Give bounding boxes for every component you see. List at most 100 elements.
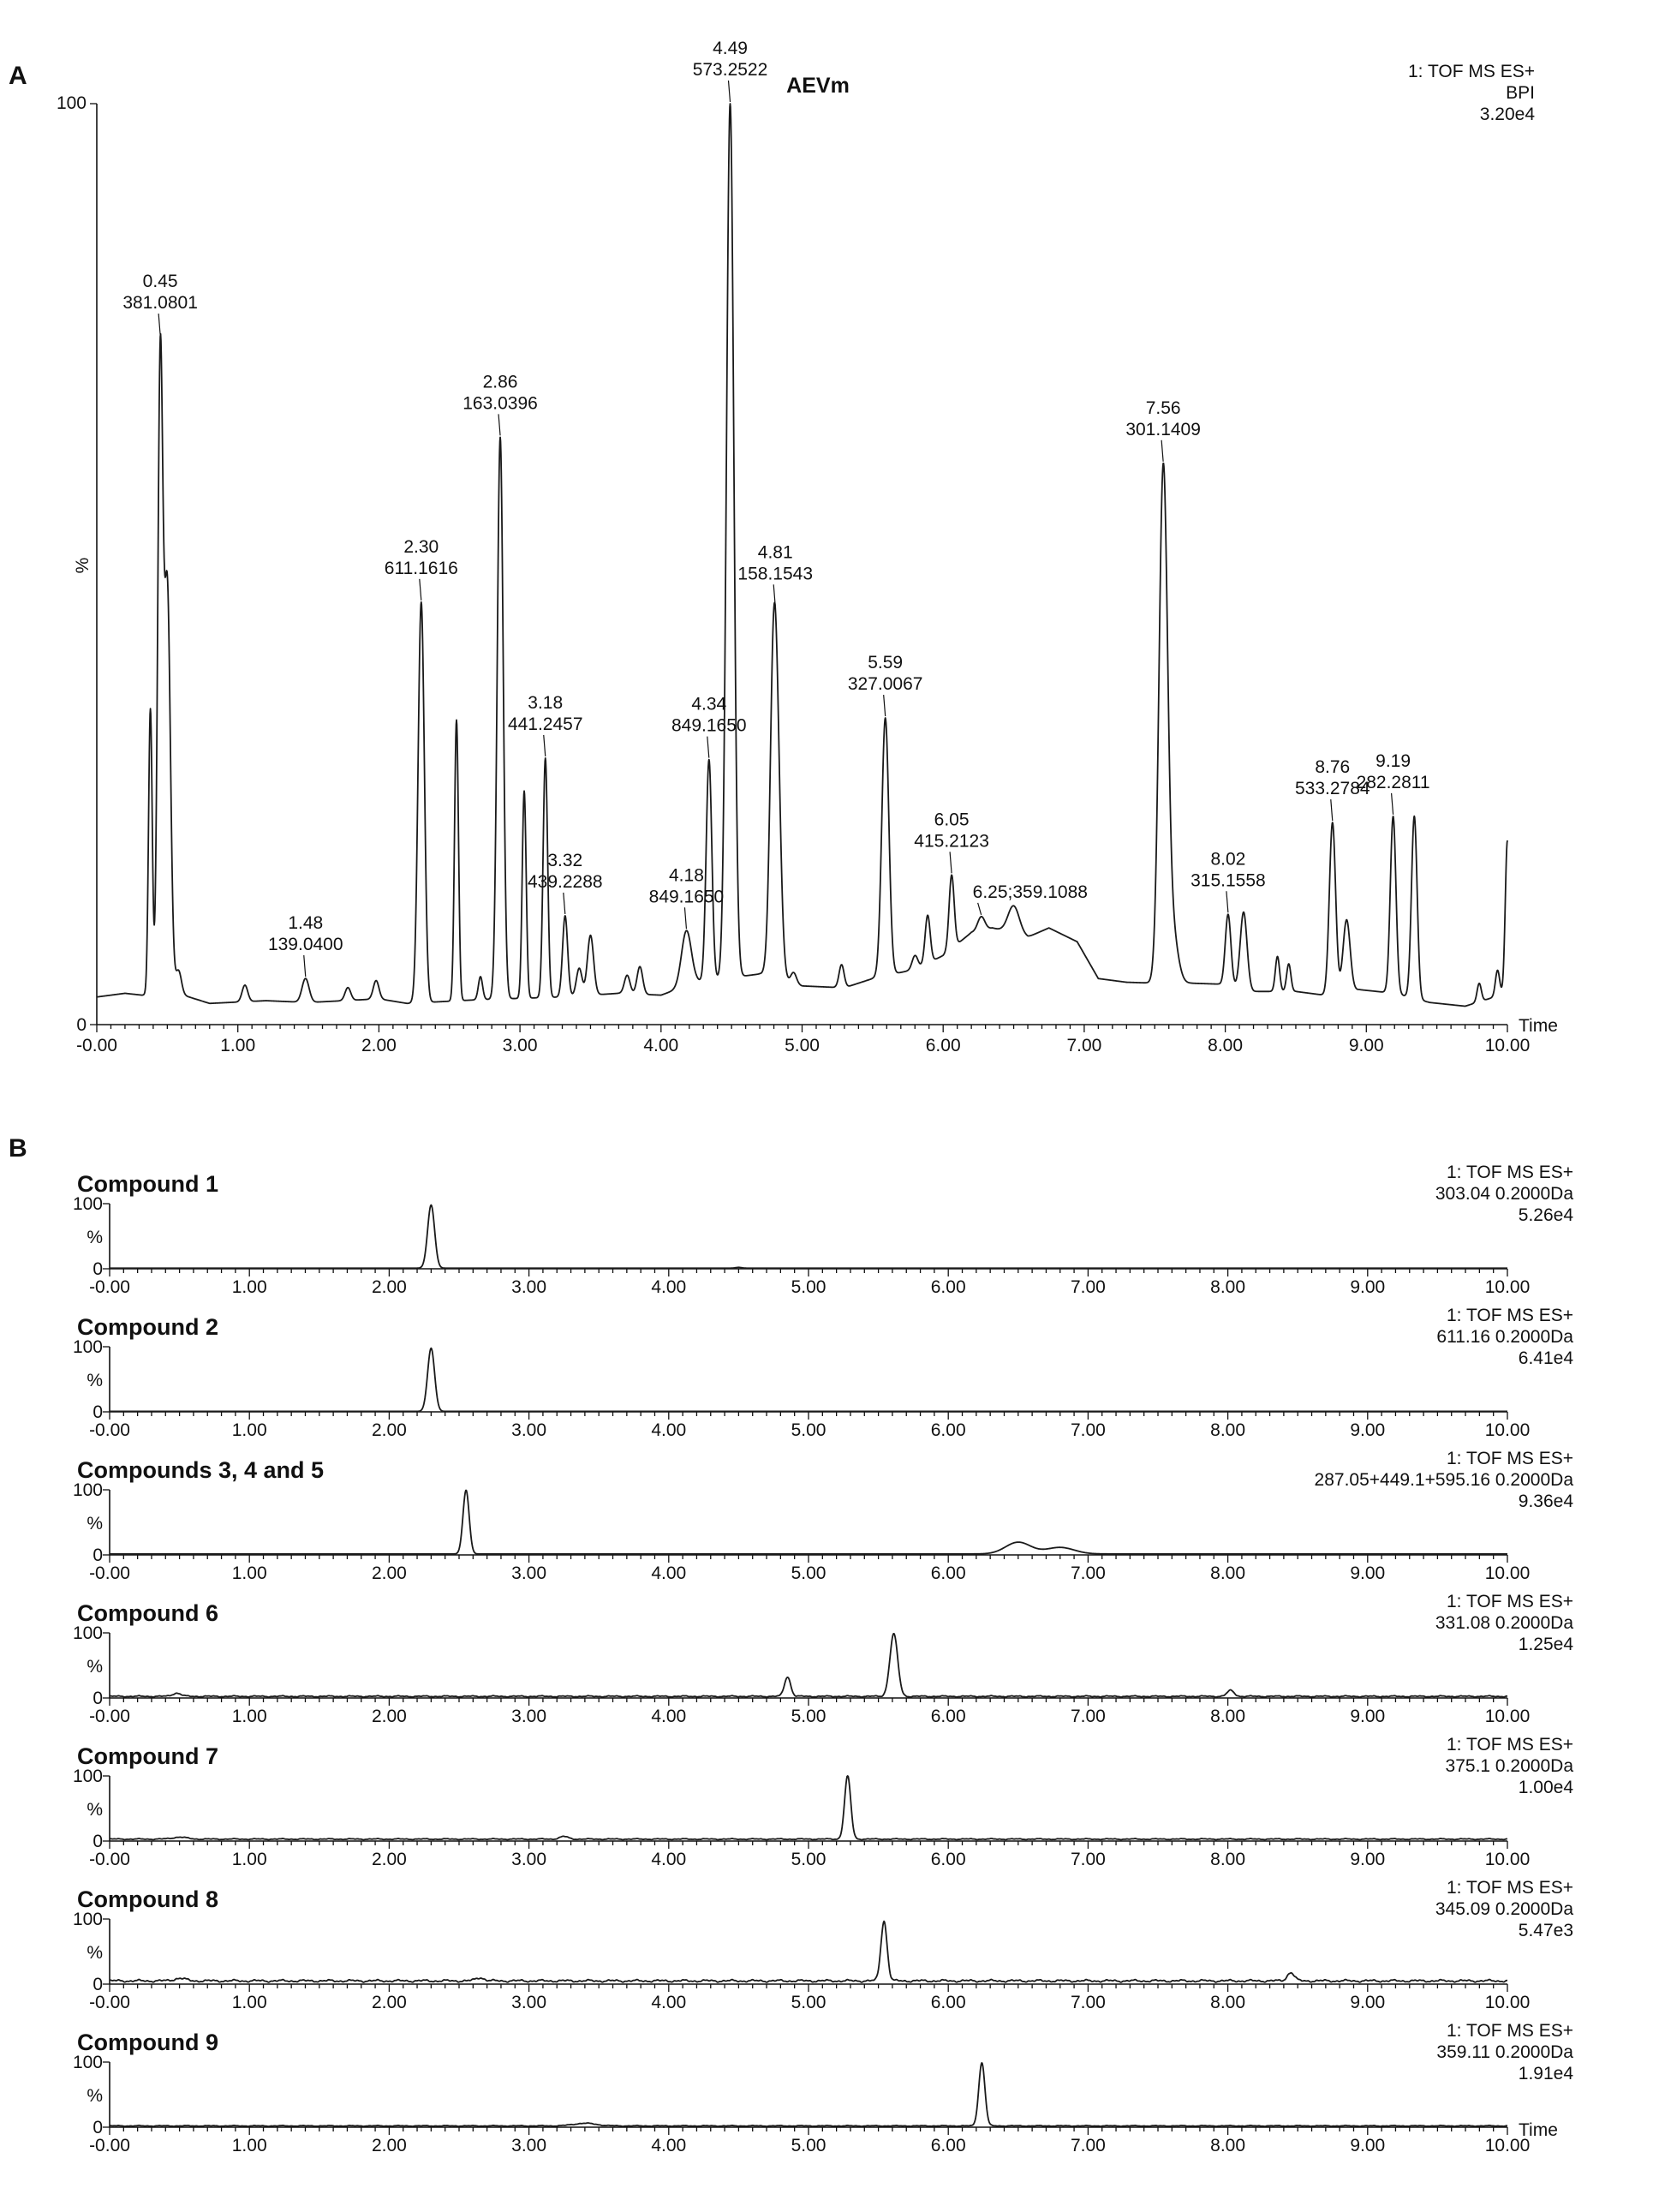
x-tick-label: 9.00 (1350, 1707, 1385, 1726)
peak-rt: 6.25 (973, 882, 1008, 902)
x-tick-label: 1.00 (220, 1036, 255, 1055)
x-tick-label: 7.00 (1071, 1707, 1106, 1726)
y-tick-label: 100 (57, 93, 87, 113)
peak-leader (498, 414, 501, 436)
x-tick-label: 5.00 (791, 1993, 826, 2012)
header-line: 1: TOF MS ES+ (1408, 62, 1535, 81)
peak-leader (727, 80, 731, 103)
peak-rt: 4.81 (758, 542, 793, 562)
peak-mz: 315.1558 (1191, 870, 1266, 890)
eic-trace (109, 1489, 1508, 1555)
x-tick-label: 3.00 (511, 1277, 546, 1297)
x-tick-label: 5.00 (791, 1707, 826, 1726)
x-tick-label: 3.00 (511, 1563, 546, 1583)
x-tick-label: 5.00 (791, 1420, 826, 1440)
header-line: 1.00e4 (1519, 1778, 1574, 1797)
x-tick-label: -0.00 (89, 1707, 130, 1726)
x-tick-label: 8.00 (1210, 1707, 1245, 1726)
x-tick-label: 8.00 (1210, 1850, 1245, 1869)
x-tick-label: 2.00 (372, 1707, 407, 1726)
header-line: 611.16 0.2000Da (1436, 1327, 1573, 1347)
peak-leader (1330, 799, 1334, 822)
y-tick-label: 100 (73, 1910, 103, 1929)
peak-annotation: 1.48 139.0400 (268, 913, 343, 977)
x-tick-label: 5.00 (785, 1036, 820, 1055)
x-tick-label: -0.00 (89, 1277, 130, 1297)
x-axis-label: Time (1519, 1016, 1558, 1036)
x-tick-label: 7.00 (1071, 1420, 1106, 1440)
peak-rt: 4.18 (669, 865, 704, 885)
header-line: 1: TOF MS ES+ (1447, 1735, 1573, 1755)
header-line: 345.09 0.2000Da (1435, 1899, 1573, 1919)
x-tick-label: 1.00 (232, 1563, 267, 1583)
y-tick-label: 0 (92, 1545, 103, 1565)
x-tick-label: 5.00 (791, 1277, 826, 1297)
header-line: 375.1 0.2000Da (1446, 1756, 1574, 1776)
x-tick-label: 6.00 (931, 1563, 966, 1583)
eic-trace (109, 1204, 1508, 1270)
y-axis-label: % (73, 558, 92, 574)
x-tick-label: 2.00 (372, 1420, 407, 1440)
y-tick-label: 100 (73, 2053, 103, 2072)
x-tick-label: 4.00 (651, 1707, 686, 1726)
peak-leader (419, 578, 422, 601)
peak-rt: 3.18 (528, 693, 563, 713)
y-axis-label: % (87, 1657, 103, 1677)
peak-mz: 533.2784 (1295, 779, 1370, 798)
x-tick-label: 4.00 (651, 2136, 686, 2155)
x-tick-label: 7.00 (1066, 1036, 1101, 1055)
header-line: 5.26e4 (1519, 1205, 1574, 1225)
panel-label: A (9, 62, 27, 90)
peak-annotation: 8.76 533.2784 (1295, 757, 1370, 822)
eic-subplot: Compound 7 1: TOF MS ES+375.1 0.2000Da 1.0… (73, 1735, 1573, 1869)
peak-rt: 5.59 (868, 653, 903, 673)
x-tick-label: 8.00 (1210, 1993, 1245, 2012)
x-tick-label: 2.00 (361, 1036, 397, 1055)
peak-mz: 301.1409 (1125, 420, 1201, 439)
header-line: 1.91e4 (1519, 2064, 1574, 2083)
x-tick-label: 3.00 (511, 1707, 546, 1726)
compound-title: Compound 9 (77, 2030, 218, 2055)
peak-mz: 359.1088 (1012, 882, 1088, 902)
x-tick-label: 8.00 (1210, 1563, 1245, 1583)
x-tick-label: 10.00 (1485, 1036, 1531, 1055)
x-tick-label: 4.00 (651, 1993, 686, 2012)
x-tick-label: -0.00 (89, 2136, 130, 2155)
header-line: 3.20e4 (1480, 105, 1536, 124)
x-tick-label: 2.00 (372, 1563, 407, 1583)
x-tick-label: 9.00 (1350, 1420, 1385, 1440)
eic-subplot: Compounds 3, 4 and 5 1: TOF MS ES+ 287.05+… (73, 1449, 1573, 1583)
x-tick-label: -0.00 (89, 1563, 130, 1583)
peak-mz: 441.2457 (508, 714, 583, 734)
x-tick-label: 10.00 (1485, 1277, 1531, 1297)
x-tick-label: 2.00 (372, 1850, 407, 1869)
peak-mz: 163.0396 (462, 393, 538, 413)
panel-a: A AEVm 1: TOF MS ES+ BPI 3.20e4 -0.00 1.00 2.00… (9, 39, 1558, 1055)
x-tick-label: 2.00 (372, 2136, 407, 2155)
chromatogram-trace (96, 103, 1508, 1007)
x-tick-label: 3.00 (511, 1420, 546, 1440)
y-tick-label: 100 (73, 1337, 103, 1357)
x-tick-label: 6.00 (931, 2136, 966, 2155)
peak-mz: 439.2288 (528, 872, 603, 892)
y-tick-label: 0 (92, 1832, 103, 1851)
x-tick-label: 7.00 (1071, 1277, 1106, 1297)
x-tick-label: 7.00 (1071, 1563, 1106, 1583)
x-tick-label: 7.00 (1071, 1850, 1106, 1869)
peak-rt: 9.19 (1376, 751, 1411, 771)
x-tick-label: -0.00 (89, 1993, 130, 2012)
x-tick-label: 9.00 (1350, 1850, 1385, 1869)
x-tick-label: 3.00 (511, 1993, 546, 2012)
x-tick-label: -0.00 (89, 1420, 130, 1440)
peak-leader (883, 694, 886, 717)
peak-leader (977, 902, 982, 916)
peak-leader (303, 955, 307, 977)
x-tick-label: 10.00 (1485, 1563, 1531, 1583)
x-tick-label: 1.00 (232, 1707, 267, 1726)
x-tick-label: 8.00 (1210, 2136, 1245, 2155)
x-tick-label: 9.00 (1350, 1563, 1385, 1583)
peak-rt: 2.86 (483, 372, 518, 392)
